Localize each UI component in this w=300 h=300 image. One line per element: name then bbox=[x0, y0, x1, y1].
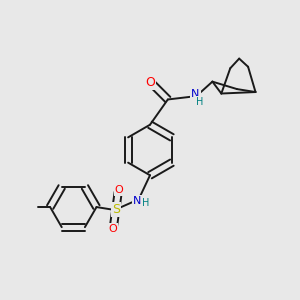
Text: H: H bbox=[142, 199, 149, 208]
Text: O: O bbox=[109, 224, 117, 234]
Text: S: S bbox=[112, 203, 120, 216]
Text: O: O bbox=[114, 185, 123, 195]
Text: H: H bbox=[196, 97, 203, 107]
Text: O: O bbox=[145, 76, 155, 89]
Text: N: N bbox=[132, 196, 141, 206]
Text: N: N bbox=[191, 89, 200, 99]
